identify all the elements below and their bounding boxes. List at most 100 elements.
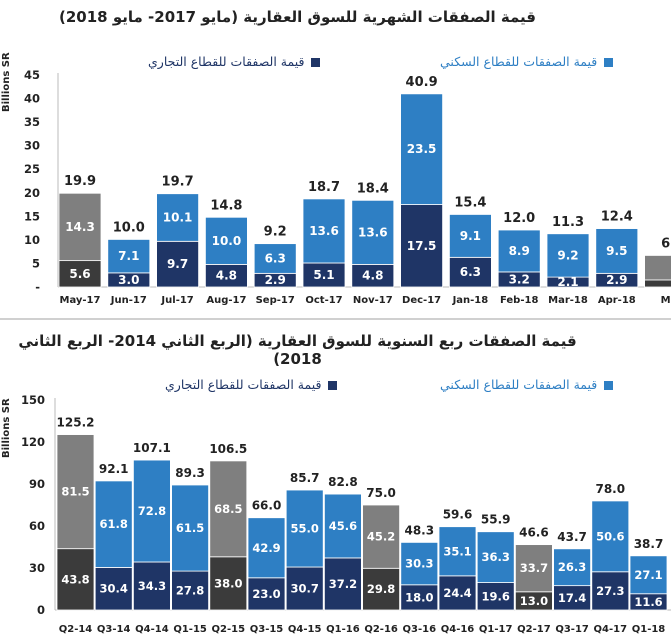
data-label-total: 9.2 [264, 225, 287, 240]
bar-commercial [448, 256, 492, 288]
x-tick-label: Q3-15 [250, 624, 284, 635]
bar-residential [58, 192, 102, 262]
data-label-residential: 42.9 [252, 541, 280, 555]
bar-residential [94, 480, 133, 568]
legend-residential: قيمة الصفقات للقطاع السكني [440, 377, 614, 392]
bar-residential [156, 193, 200, 242]
data-label-commercial: 3.2 [509, 272, 530, 286]
data-label-commercial: 2.9 [265, 273, 286, 287]
data-label-commercial: 30.4 [100, 582, 128, 596]
chart-title: قيمة الصفقات الشهرية للسوق العقارية (ماي… [59, 8, 536, 26]
data-label-residential: 10.1 [163, 211, 193, 225]
bar-residential [132, 459, 171, 563]
data-label-commercial: 34.3 [138, 579, 166, 593]
x-tick-label: Jun-17 [110, 295, 147, 306]
bar-commercial [247, 577, 286, 611]
data-label-total: 66.0 [252, 499, 282, 513]
x-tick-label: Jan-18 [452, 295, 489, 306]
data-label-commercial: 17.5 [407, 239, 437, 253]
quarterly-chart-svg: 0 30 60 90 120 150 43.8 81.5 125.2 Q2-14 30.4 61.8 9… [21, 393, 671, 635]
data-label-total: 11.3 [552, 215, 584, 230]
x-tick-label: Q3-17 [555, 624, 589, 635]
data-label-total: 14.8 [210, 198, 242, 213]
data-label-total: 55.9 [481, 513, 511, 527]
data-label-residential: 72.8 [138, 504, 166, 518]
y-tick-label: - [35, 280, 40, 294]
x-tick-label: Q2-16 [364, 624, 398, 635]
bar-commercial [591, 571, 630, 611]
y-tick-label: 150 [21, 393, 45, 407]
data-label-residential: 23.5 [407, 142, 437, 156]
bar-residential [302, 198, 346, 264]
data-label-total: 89.3 [175, 466, 205, 480]
legend-residential-label: قيمة الصفقات للقطاع السكني [440, 54, 598, 69]
data-label-commercial: 2.9 [606, 273, 627, 287]
data-label-residential: 8.9 [509, 244, 530, 258]
x-tick-label: Q1-17 [479, 624, 513, 635]
bar-commercial [400, 584, 439, 611]
bar-residential [400, 93, 444, 205]
y-tick-label: 60 [29, 519, 45, 533]
data-label-total: 12.0 [503, 211, 535, 226]
data-label-commercial: 30.7 [291, 582, 319, 596]
data-label-commercial: 27.3 [596, 584, 624, 598]
data-label-total: 125.2 [57, 416, 95, 430]
x-tick-label: Mar-18 [548, 295, 588, 306]
data-label-commercial: 4.8 [362, 269, 383, 283]
y-tick-label: 20 [24, 186, 40, 200]
legend-residential-label: قيمة الصفقات للقطاع السكني [440, 377, 598, 392]
x-tick-label: Q4-17 [594, 624, 628, 635]
data-label-residential: 61.8 [100, 517, 128, 531]
x-tick-label: Q4-16 [441, 624, 475, 635]
data-label-residential: 14.3 [65, 220, 95, 234]
data-label-commercial: 27.8 [176, 584, 204, 598]
data-label-residential: 61.5 [176, 521, 204, 535]
bar-residential [476, 531, 515, 583]
data-label-residential: 9.5 [606, 244, 627, 258]
y-tick-label: 40 [24, 92, 40, 106]
y-tick-label: 30 [29, 561, 45, 575]
data-label-residential: 9.2 [557, 248, 578, 262]
bar-commercial [94, 567, 133, 611]
divider [0, 318, 671, 320]
y-tick-label: 0 [37, 603, 45, 617]
data-label-residential: 13.6 [309, 224, 339, 238]
data-label-commercial: 6.3 [460, 265, 481, 279]
bar-residential [107, 239, 151, 274]
data-label-commercial: 4.8 [216, 269, 237, 283]
bar-residential [438, 526, 477, 577]
bar-residential [497, 229, 541, 273]
data-label-total: 15.4 [454, 195, 486, 210]
data-label-total: 19.9 [64, 174, 96, 189]
x-tick-label: Q4-14 [135, 624, 169, 635]
data-label-total: 6 [661, 236, 670, 251]
data-label-commercial: 17.4 [558, 591, 586, 605]
x-tick-label: Q2-14 [59, 624, 93, 635]
x-tick-label: Q3-14 [97, 624, 131, 635]
bar-residential [546, 233, 590, 278]
x-tick-label: Q1-16 [326, 624, 360, 635]
bar-residential [209, 460, 248, 558]
data-label-total: 38.7 [634, 537, 664, 551]
data-label-total: 75.0 [366, 486, 396, 500]
x-tick-label: Q1-15 [173, 624, 207, 635]
x-tick-label: May-17 [60, 295, 101, 306]
x-tick-label: Q2-15 [212, 624, 246, 635]
data-label-commercial: 18.0 [405, 590, 433, 604]
bar-residential [515, 544, 553, 593]
bar-commercial [438, 575, 477, 611]
data-label-commercial: 29.8 [367, 582, 395, 596]
x-tick-label: Nov-17 [353, 295, 393, 306]
bar-residential [591, 500, 630, 573]
data-label-total: 43.7 [557, 530, 587, 544]
x-tick-label: Q4-15 [288, 624, 322, 635]
data-label-residential: 30.3 [405, 557, 433, 571]
y-tick-label: 45 [24, 68, 40, 82]
bar-commercial [156, 240, 200, 288]
data-label-residential: 6.3 [265, 251, 286, 265]
data-label-residential: 35.1 [443, 544, 471, 558]
legend-commercial: قيمة الصفقات للقطاع التجاري [165, 377, 338, 392]
data-label-total: 82.8 [328, 475, 358, 489]
y-tick-label: 10 [24, 233, 40, 247]
data-label-total: 12.4 [601, 210, 633, 225]
